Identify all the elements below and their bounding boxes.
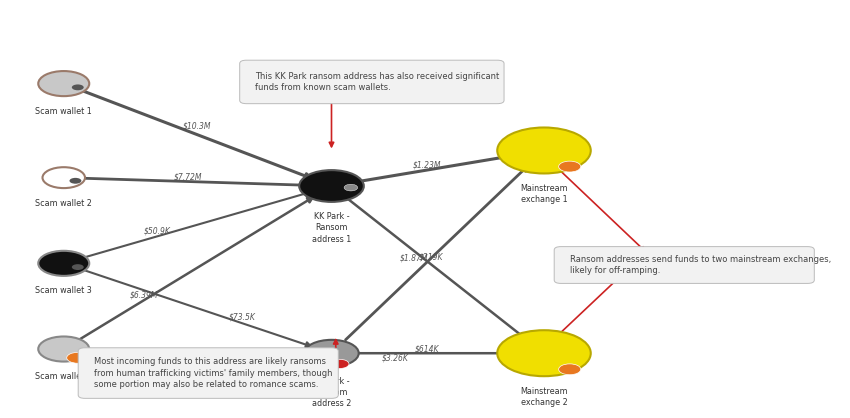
Circle shape: [331, 359, 349, 369]
Circle shape: [304, 340, 359, 367]
Text: KK Park -
Ransom
address 1: KK Park - Ransom address 1: [312, 212, 351, 244]
Text: Mainstream
exchange 1: Mainstream exchange 1: [520, 184, 568, 204]
Circle shape: [497, 127, 591, 173]
Text: Most incoming funds to this address are likely ransoms
from human trafficking vi: Most incoming funds to this address are …: [94, 357, 332, 389]
Text: $7.72M: $7.72M: [174, 173, 203, 182]
Text: Ransom addresses send funds to two mainstream exchanges,
likely for off-ramping.: Ransom addresses send funds to two mains…: [570, 255, 830, 275]
Text: KK Park -
Ransom
address 2: KK Park - Ransom address 2: [312, 377, 351, 408]
Text: This KK Park ransom address has also received significant
funds from known scam : This KK Park ransom address has also rec…: [255, 72, 499, 92]
Circle shape: [71, 84, 83, 90]
Text: $614K: $614K: [415, 344, 439, 354]
Text: $219K: $219K: [419, 252, 444, 262]
Circle shape: [71, 264, 83, 270]
Text: Scam wallet 3: Scam wallet 3: [36, 286, 92, 296]
Circle shape: [497, 330, 591, 376]
Circle shape: [344, 184, 358, 191]
Text: $6.39M: $6.39M: [130, 291, 158, 300]
Text: Scam wallet 4: Scam wallet 4: [36, 372, 92, 381]
Circle shape: [38, 336, 89, 362]
Circle shape: [558, 364, 581, 375]
Text: $10.3M: $10.3M: [182, 122, 211, 131]
Text: Scam wallet 2: Scam wallet 2: [36, 199, 92, 208]
Text: $1.23M: $1.23M: [413, 161, 441, 170]
FancyBboxPatch shape: [554, 247, 814, 283]
Circle shape: [66, 352, 88, 363]
Text: $50.9K: $50.9K: [144, 227, 171, 236]
Circle shape: [38, 251, 89, 276]
Circle shape: [42, 167, 85, 188]
Circle shape: [70, 178, 82, 184]
FancyBboxPatch shape: [78, 348, 338, 398]
Circle shape: [38, 71, 89, 96]
Text: Mainstream
exchange 2: Mainstream exchange 2: [520, 387, 568, 407]
Text: Scam wallet 1: Scam wallet 1: [36, 107, 92, 116]
Circle shape: [299, 170, 364, 202]
Circle shape: [558, 161, 581, 172]
Text: $1.87M: $1.87M: [400, 253, 428, 263]
FancyBboxPatch shape: [240, 60, 504, 104]
Text: $3.26K: $3.26K: [382, 354, 409, 363]
Text: $73.5K: $73.5K: [229, 312, 256, 321]
